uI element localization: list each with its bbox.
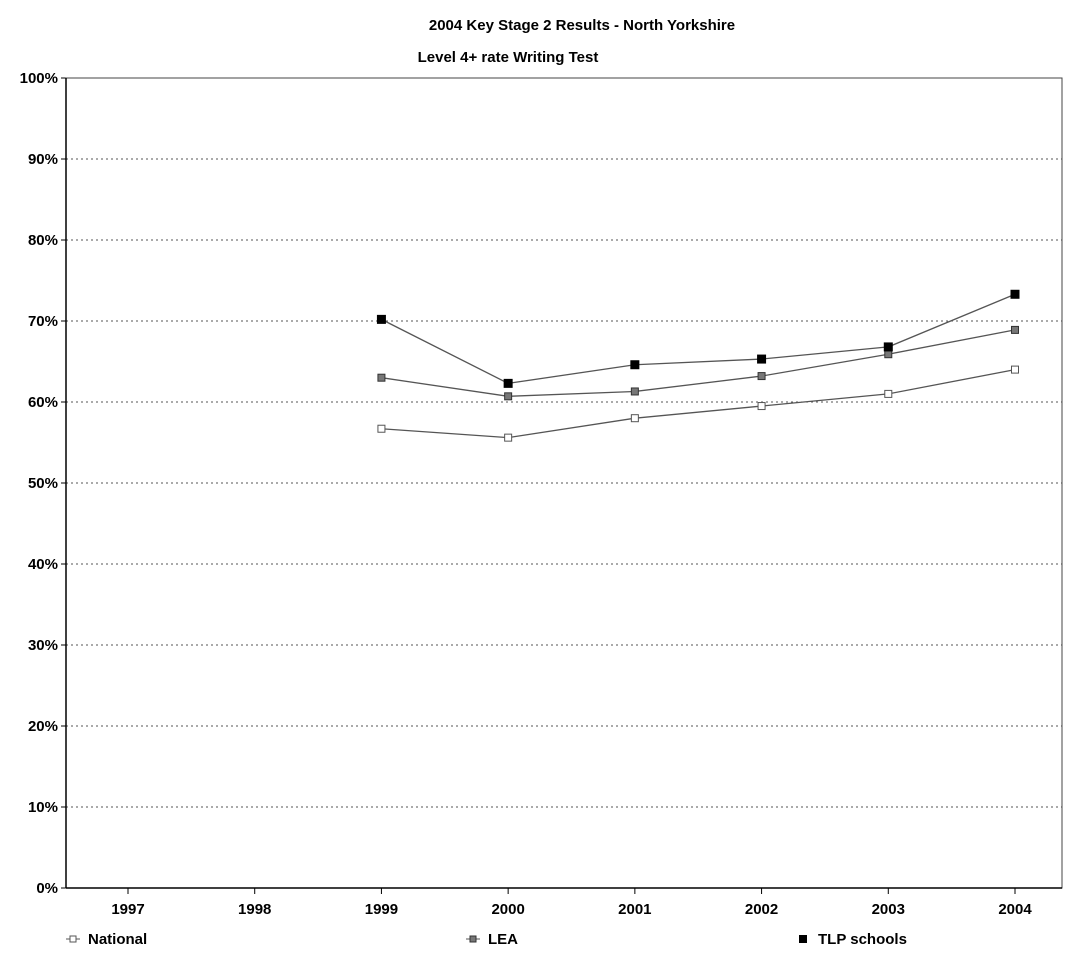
- y-tick-label: 0%: [36, 880, 58, 897]
- y-tick-label: 90%: [28, 151, 58, 168]
- legend: National LEA TLP schools: [66, 931, 907, 948]
- data-point: [757, 354, 767, 364]
- x-tick-label: 1998: [238, 901, 271, 918]
- series-lea: [377, 325, 1019, 401]
- y-tick-label: 20%: [28, 718, 58, 735]
- y-tick-label: 30%: [28, 637, 58, 654]
- data-point: [1011, 325, 1019, 334]
- x-tick-label: 2000: [491, 901, 524, 918]
- data-point: [630, 387, 639, 396]
- data-point: [377, 424, 386, 433]
- series-line: [381, 368, 1016, 439]
- series-tlp-schools: [376, 289, 1020, 388]
- legend-entry: TLP schools: [799, 931, 907, 948]
- series-national: [377, 365, 1019, 442]
- legend-entry: National: [66, 931, 147, 948]
- grid-lines: [66, 158, 1062, 808]
- data-point: [503, 378, 513, 388]
- y-tick-label: 40%: [28, 556, 58, 573]
- data-point: [883, 342, 893, 352]
- y-tick-label: 80%: [28, 232, 58, 249]
- legend-label: TLP schools: [818, 931, 907, 948]
- y-tick-labels: 0% 10% 20% 30% 40% 50% 60% 70% 80% 90% 100%: [20, 70, 58, 897]
- chart-title: 2004 Key Stage 2 Results - North Yorkshi…: [429, 17, 735, 34]
- y-tick-label: 70%: [28, 313, 58, 330]
- data-point: [630, 360, 640, 370]
- x-tick-labels: 1997 1998 1999 2000 2001 2002 2003 2004: [111, 901, 1032, 918]
- legend-label: National: [88, 931, 147, 948]
- legend-marker: [799, 935, 807, 943]
- legend-entry: LEA: [466, 931, 518, 948]
- series-line: [381, 329, 1016, 397]
- x-tick-label: 2002: [745, 901, 778, 918]
- x-tick-label: 2004: [998, 901, 1032, 918]
- axes: [61, 77, 1063, 894]
- data-point: [630, 414, 639, 423]
- series-layer: [376, 289, 1020, 442]
- data-point: [377, 373, 386, 382]
- legend-marker: [69, 935, 77, 943]
- data-point: [757, 402, 766, 411]
- x-tick-label: 1999: [365, 901, 398, 918]
- legend-label: LEA: [488, 931, 518, 948]
- data-point: [504, 392, 513, 401]
- legend-marker: [469, 935, 477, 943]
- y-tick-label: 60%: [28, 394, 58, 411]
- y-tick-label: 10%: [28, 799, 58, 816]
- data-point: [376, 314, 386, 324]
- data-point: [884, 350, 893, 359]
- y-tick-label: 50%: [28, 475, 58, 492]
- data-point: [884, 389, 893, 398]
- x-tick-label: 1997: [111, 901, 144, 918]
- series-line: [381, 293, 1016, 385]
- x-tick-label: 2001: [618, 901, 651, 918]
- chart-subtitle: Level 4+ rate Writing Test: [418, 49, 599, 66]
- data-point: [1011, 365, 1019, 374]
- data-point: [1010, 289, 1020, 299]
- data-point: [504, 433, 513, 442]
- data-point: [757, 372, 766, 381]
- x-tick-label: 2003: [872, 901, 905, 918]
- y-tick-label: 100%: [20, 70, 58, 87]
